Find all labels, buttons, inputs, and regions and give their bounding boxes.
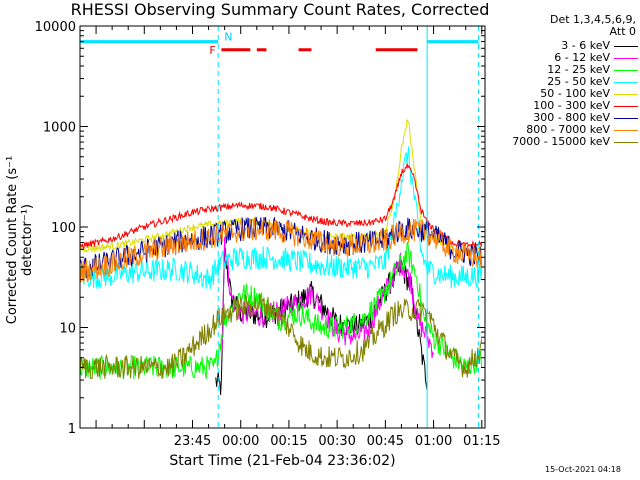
x-tick-label: 00:15 bbox=[270, 434, 307, 449]
legend-entry: 300 - 800 keV bbox=[484, 112, 640, 124]
legend-label: 3 - 6 keV bbox=[561, 39, 610, 52]
legend-entry: 25 - 50 keV bbox=[484, 76, 640, 88]
legend-label: 300 - 800 keV bbox=[533, 111, 610, 124]
legend-label: 50 - 100 keV bbox=[540, 87, 610, 100]
chart-title: RHESSI Observing Summary Count Rates, Co… bbox=[70, 0, 490, 19]
series-line-5 bbox=[80, 163, 483, 250]
x-tick-label: 23:45 bbox=[174, 434, 211, 449]
legend-entry: 800 - 7000 keV bbox=[484, 124, 640, 136]
legend-swatch bbox=[614, 58, 638, 59]
x-tick-label: 00:30 bbox=[318, 434, 355, 449]
series-line-7 bbox=[80, 217, 483, 283]
attenuator-state: Att 0 bbox=[609, 25, 636, 38]
series-line-3 bbox=[80, 146, 483, 290]
legend-label: 100 - 300 keV bbox=[533, 99, 610, 112]
legend: 3 - 6 keV 6 - 12 keV 12 - 25 keV 25 - 50 ke… bbox=[484, 40, 640, 148]
y-tick-label: 100 bbox=[51, 221, 76, 236]
legend-swatch bbox=[614, 82, 638, 83]
legend-label: 12 - 25 keV bbox=[547, 63, 610, 76]
x-tick-label: 01:00 bbox=[415, 434, 452, 449]
legend-label: 6 - 12 keV bbox=[554, 51, 610, 64]
detector-info: Det 1,3,4,5,6,9, Att 0 bbox=[508, 14, 636, 38]
x-tick-label: 01:15 bbox=[463, 434, 500, 449]
legend-swatch bbox=[614, 118, 638, 119]
x-tick-label: 00:45 bbox=[367, 434, 404, 449]
x-tick-label: 00:00 bbox=[222, 434, 259, 449]
flare-flag-label: F bbox=[209, 44, 215, 57]
timestamp: 15-Oct-2021 04:18 bbox=[545, 465, 621, 474]
series-line-8 bbox=[80, 293, 483, 380]
legend-entry: 100 - 300 keV bbox=[484, 100, 640, 112]
legend-swatch bbox=[614, 70, 638, 71]
y-tick-label: 1000 bbox=[43, 121, 76, 136]
legend-swatch bbox=[614, 94, 638, 95]
x-axis-label: Start Time (21-Feb-04 23:36:02) bbox=[169, 453, 396, 469]
series-line-2 bbox=[80, 240, 483, 380]
legend-entry: 7000 - 15000 keV bbox=[484, 136, 640, 148]
y-tick-label: 1 bbox=[68, 422, 76, 437]
legend-label: 800 - 7000 keV bbox=[526, 123, 610, 136]
y-tick-label: 10000 bbox=[35, 20, 76, 35]
legend-entry: 12 - 25 keV bbox=[484, 64, 640, 76]
legend-entry: 3 - 6 keV bbox=[484, 40, 640, 52]
legend-entry: 6 - 12 keV bbox=[484, 52, 640, 64]
legend-swatch bbox=[614, 46, 638, 47]
legend-swatch bbox=[614, 142, 638, 143]
y-axis-label: Corrected Count Rate (s⁻¹ detector⁻¹) bbox=[5, 155, 35, 325]
night-flag-label: N bbox=[224, 31, 232, 44]
legend-label: 7000 - 15000 keV bbox=[512, 135, 610, 148]
legend-entry: 50 - 100 keV bbox=[484, 88, 640, 100]
series-line-1 bbox=[221, 236, 435, 359]
y-tick-label: 10 bbox=[59, 322, 76, 337]
legend-swatch bbox=[614, 106, 638, 107]
legend-label: 25 - 50 keV bbox=[547, 75, 610, 88]
detector-list: Det 1,3,4,5,6,9, bbox=[549, 13, 636, 26]
legend-swatch bbox=[614, 130, 638, 131]
